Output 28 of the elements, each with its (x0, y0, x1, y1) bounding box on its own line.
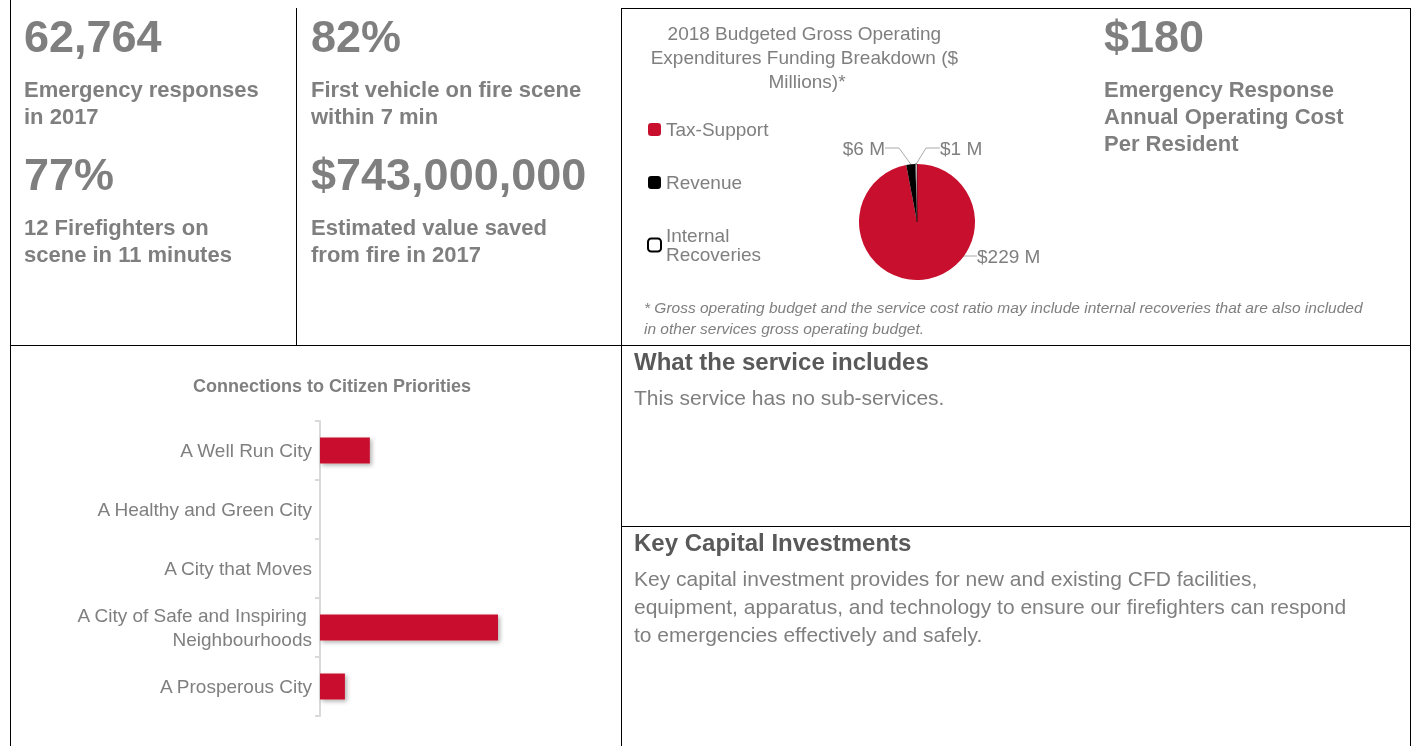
text: 62,764 (24, 11, 163, 62)
y-tick-label: A Healthy and Green City (97, 499, 313, 520)
data-label: $229 M (977, 245, 1041, 267)
data-label: $1 M (940, 137, 983, 159)
text: This service has no sub-services. (634, 385, 946, 411)
chart-title: 2018 Budgeted Gross Operating Expenditures Funding Breakdown ($ Millions)* (650, 22, 964, 92)
text: Key Capital Investments (634, 529, 913, 557)
text: First vehicle on fire scene within 7 min (311, 76, 583, 130)
legend-label: Internal Recoveries (666, 225, 762, 265)
legend-label: Revenue (666, 172, 743, 193)
text: Estimated value saved from fire in 2017 (311, 214, 548, 268)
text: Emergency responses in 2017 (24, 76, 260, 130)
text: * Gross operating budget and the service cost ratio may include internal recoveries that are also included in other services gross operating budget. (644, 298, 1364, 339)
y-tick-label: A Prosperous City (159, 676, 313, 697)
text: $180 (1104, 11, 1206, 62)
text: What the service includes (634, 348, 930, 376)
y-tick-label: A City of Safe and Inspiring Neighbourhoods (77, 605, 312, 650)
y-tick-label: A Well Run City (180, 440, 313, 461)
text: 82% (311, 11, 403, 62)
text: Emergency Response Annual Operating Cost Per Resident (1104, 76, 1345, 157)
y-tick-label: A City that Moves (164, 558, 312, 579)
chart-title: Connections to Citizen Priorities (192, 376, 472, 396)
text: Key capital investment provides for new and existing CFD facilities, equipment, apparatus, and technology to ensure our firefighters can respond to emergencies effectively and safely. (634, 566, 1348, 648)
data-label: $6 M (842, 137, 885, 159)
text: $743,000,000 (311, 149, 588, 200)
legend-label: Tax-Support (666, 119, 770, 140)
text: 77% (24, 149, 116, 200)
text: 12 Firefighters on scene in 11 minutes (24, 214, 233, 268)
